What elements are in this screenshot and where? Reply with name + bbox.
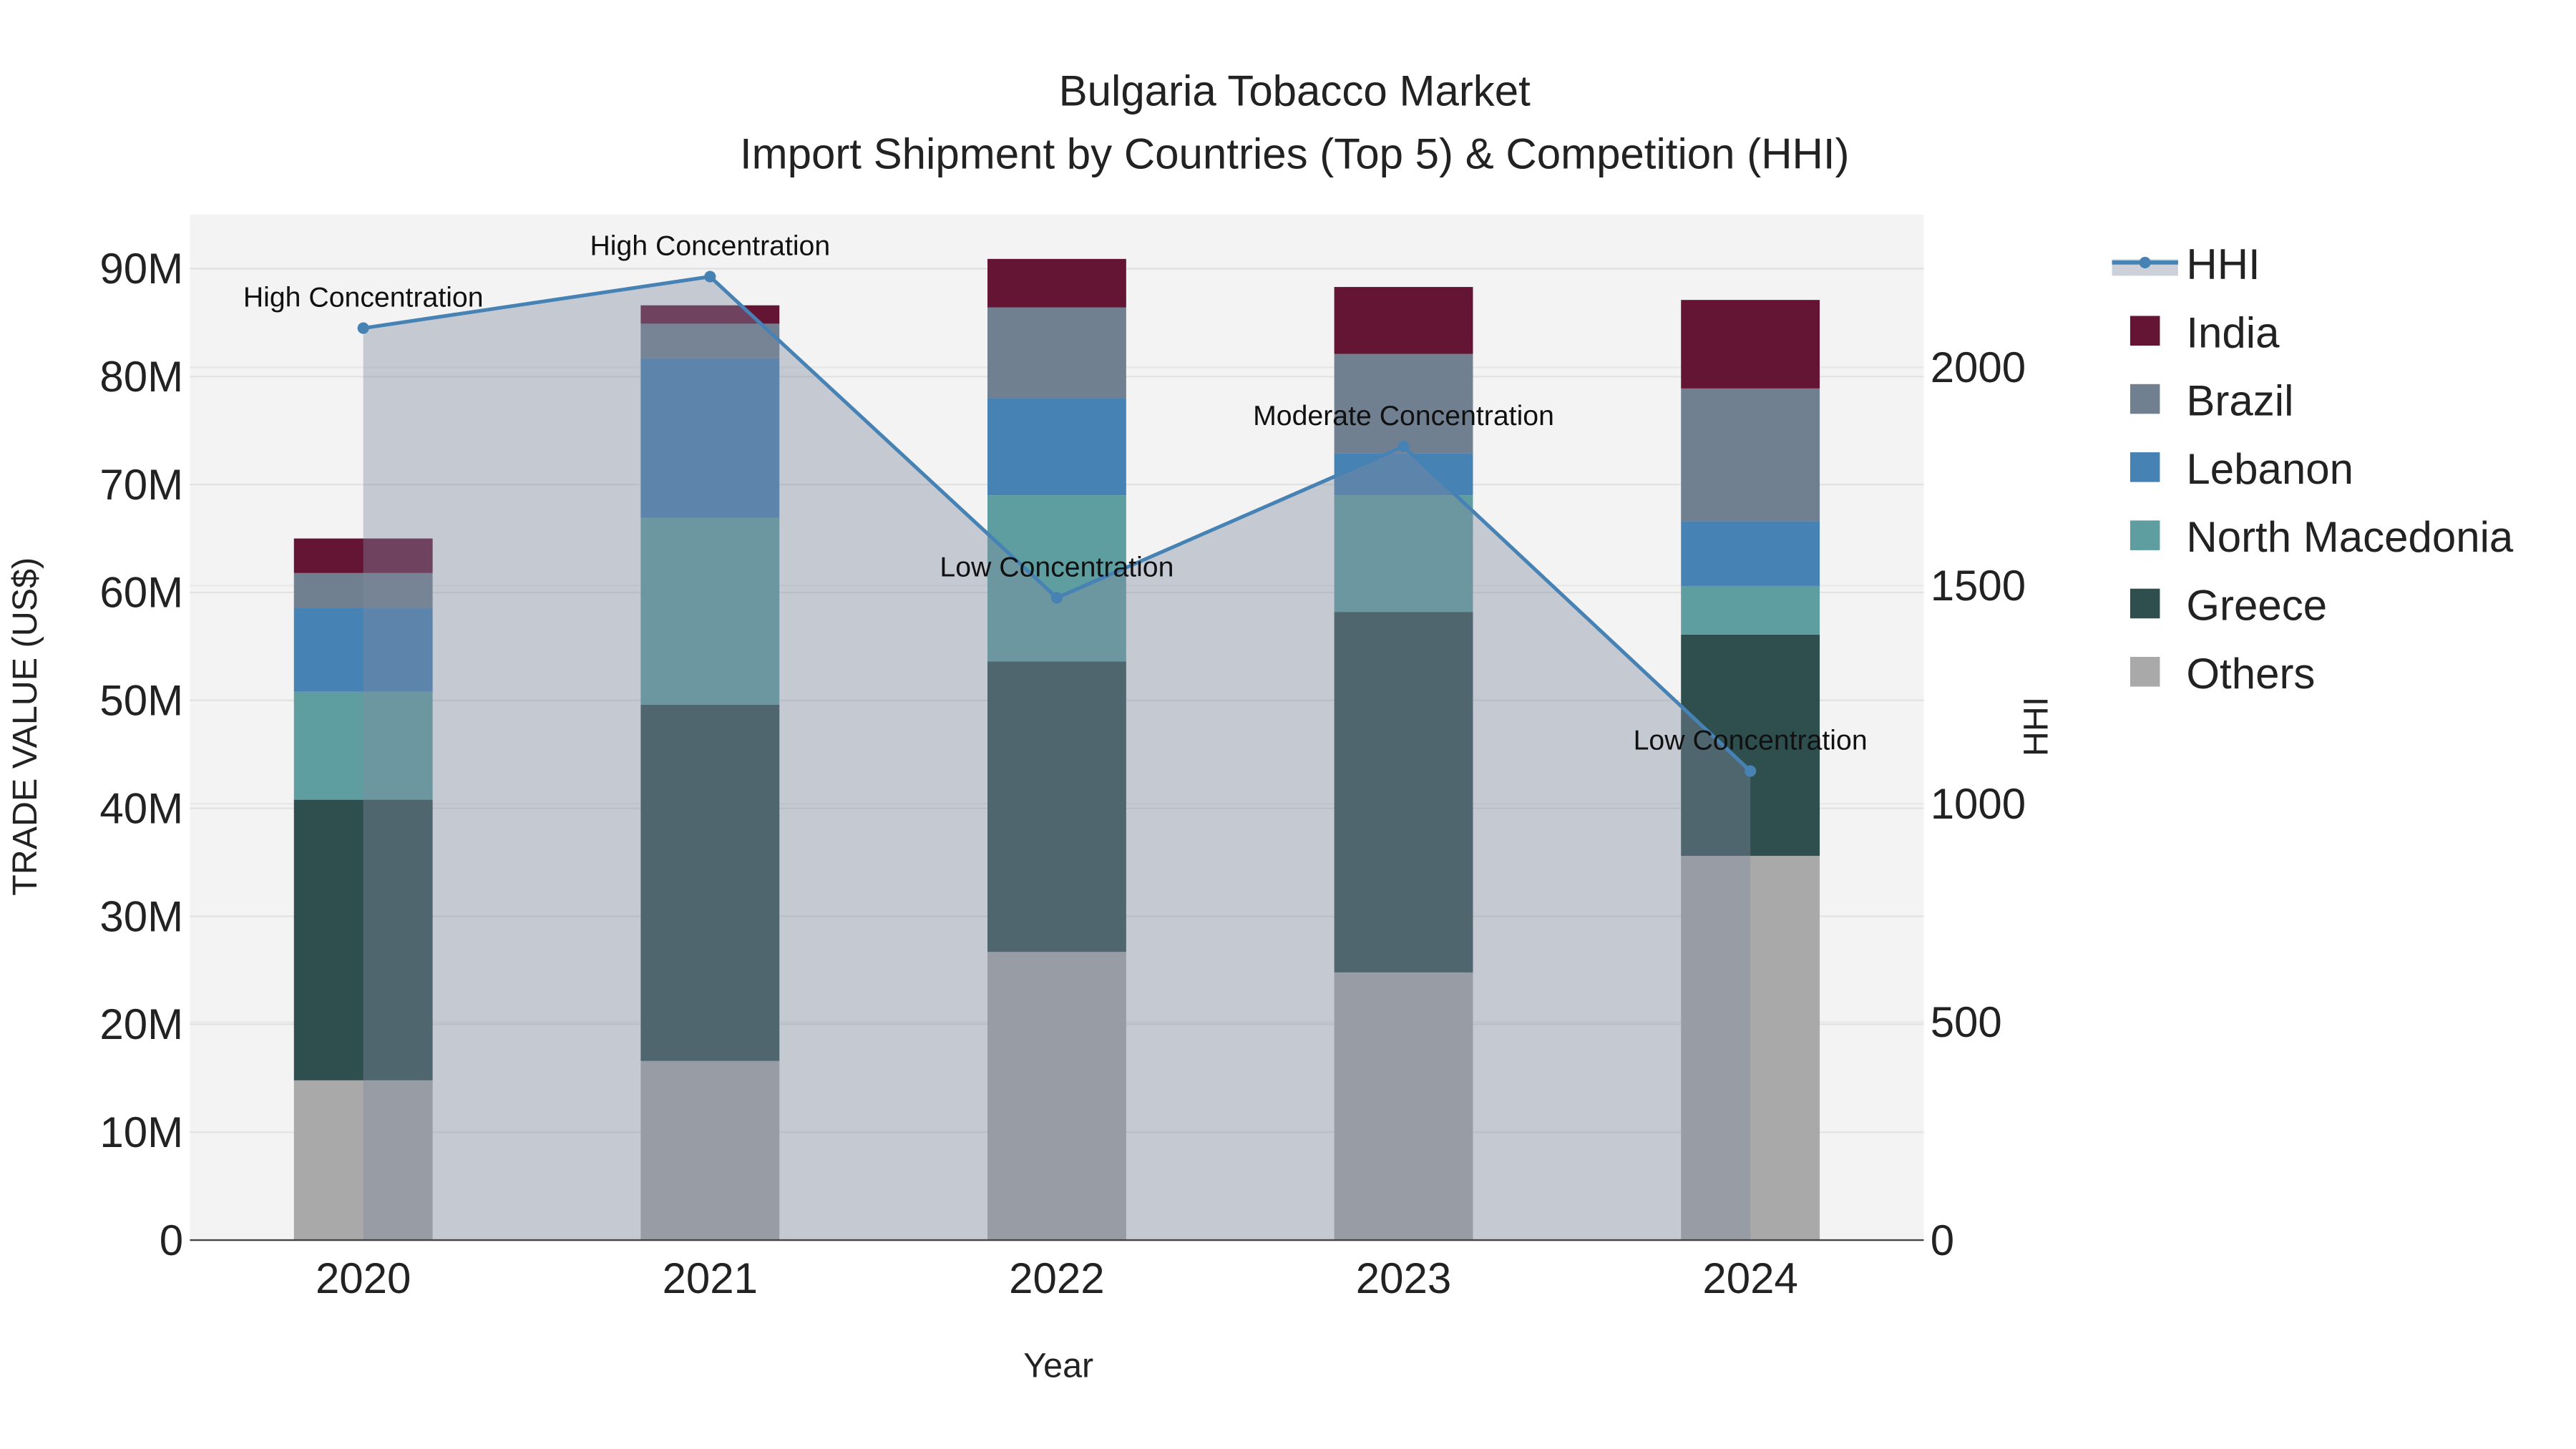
bar-brazil <box>293 572 433 608</box>
y-axis-ticks: 0 10M 20M 30M 40M 50M 60M 70M 80M 90M <box>99 245 183 1264</box>
legend-label: Others <box>2186 650 2315 698</box>
y2-tick-label: 2000 <box>1931 343 2026 391</box>
hhi-annotation: Moderate Concentration <box>1253 400 1554 431</box>
y-axis-title: TRADE VALUE (US$) <box>6 557 44 896</box>
legend-item-greece[interactable]: Greece <box>2129 582 2327 630</box>
hhi-point <box>1050 592 1063 604</box>
y-tick-label: 20M <box>99 1000 183 1048</box>
bar-lebanon <box>987 398 1126 496</box>
y-tick-label: 80M <box>99 353 183 401</box>
legend-label: India <box>2186 308 2280 356</box>
bar-greece <box>1681 634 1820 857</box>
bar-greece <box>293 799 433 1080</box>
y-tick-label: 50M <box>99 677 183 725</box>
bar-india <box>987 258 1126 308</box>
hhi-point <box>1397 440 1410 452</box>
legend-swatch <box>2129 452 2160 482</box>
legend-item-hhi[interactable]: HHI <box>2112 240 2260 288</box>
chart-subtitle: Import Shipment by Countries (Top 5) & C… <box>740 130 1850 177</box>
hhi-annotation: Low Concentration <box>1634 725 1868 756</box>
legend-label: HHI <box>2186 240 2260 288</box>
bar-brazil <box>640 323 780 358</box>
x-axis-title: Year <box>1023 1347 1093 1385</box>
bar-brazil <box>1681 388 1820 522</box>
y2-tick-label: 0 <box>1931 1216 1954 1264</box>
y-tick-label: 0 <box>160 1216 183 1264</box>
bar-north-macedonia <box>640 517 780 705</box>
legend-item-brazil[interactable]: Brazil <box>2129 377 2293 425</box>
bars <box>293 258 1820 1241</box>
legend-item-india[interactable]: India <box>2129 308 2280 356</box>
legend-label: North Macedonia <box>2186 513 2514 561</box>
hhi-series: High Concentration High Concentration Low … <box>243 230 1868 1241</box>
hhi-point <box>704 270 716 283</box>
bar-india <box>1681 300 1820 389</box>
y-tick-label: 70M <box>99 461 183 509</box>
y-tick-label: 90M <box>99 245 183 293</box>
hhi-point <box>1745 765 1757 777</box>
y2-tick-label: 500 <box>1931 998 2002 1046</box>
legend-item-north-macedonia[interactable]: North Macedonia <box>2129 513 2514 561</box>
bar-others <box>987 952 1126 1241</box>
legend-label: Lebanon <box>2186 445 2353 493</box>
bar-others <box>1334 972 1473 1241</box>
bar-lebanon <box>1681 521 1820 586</box>
legend-item-lebanon[interactable]: Lebanon <box>2129 445 2353 493</box>
x-axis-ticks: 2020 2021 2022 2023 2024 <box>316 1254 1798 1302</box>
bar-others <box>1681 856 1820 1241</box>
bar-greece <box>987 661 1126 952</box>
hhi-annotation: High Concentration <box>590 230 830 262</box>
bar-india <box>293 538 433 573</box>
legend: HHI India Brazil Lebanon North Macedonia Gree… <box>2112 240 2514 698</box>
x-tick-label: 2022 <box>1009 1254 1104 1302</box>
x-tick-label: 2021 <box>663 1254 758 1302</box>
legend-swatch <box>2129 384 2160 414</box>
bar-india <box>1334 287 1473 354</box>
bar-north-macedonia <box>1334 495 1473 613</box>
bar-greece <box>640 704 780 1061</box>
x-tick-label: 2020 <box>316 1254 411 1302</box>
y-tick-label: 40M <box>99 784 183 832</box>
y-tick-label: 60M <box>99 569 183 617</box>
legend-label: Brazil <box>2186 377 2293 425</box>
bar-greece <box>1334 612 1473 972</box>
legend-swatch-marker <box>2139 256 2151 268</box>
legend-swatch <box>2129 657 2160 687</box>
legend-item-others[interactable]: Others <box>2129 650 2316 698</box>
bar-others <box>293 1080 433 1241</box>
y-tick-label: 30M <box>99 892 183 940</box>
legend-label: Greece <box>2186 582 2327 630</box>
hhi-annotation: High Concentration <box>243 282 484 313</box>
y2-tick-label: 1000 <box>1931 780 2026 828</box>
hhi-area <box>363 276 1751 1241</box>
legend-swatch <box>2129 520 2160 550</box>
hhi-annotation: Low Concentration <box>940 551 1174 582</box>
y2-axis-title: HHI <box>2017 697 2056 756</box>
x-tick-label: 2024 <box>1702 1254 1797 1302</box>
bar-others <box>640 1060 780 1241</box>
bar-brazil <box>987 307 1126 399</box>
bar-north-macedonia <box>293 691 433 800</box>
chart-title: Bulgaria Tobacco Market <box>1059 67 1531 115</box>
y2-tick-label: 1500 <box>1931 562 2026 610</box>
legend-swatch <box>2129 316 2160 346</box>
legend-swatch <box>2129 588 2160 619</box>
bar-lebanon <box>293 608 433 692</box>
y2-axis-ticks: 0 500 1000 1500 2000 <box>1931 343 2026 1264</box>
x-tick-label: 2023 <box>1356 1254 1451 1302</box>
bar-lebanon <box>640 358 780 518</box>
hhi-point <box>357 322 369 334</box>
bar-brazil <box>1334 353 1473 454</box>
y-tick-label: 10M <box>99 1108 183 1156</box>
bar-north-macedonia <box>1681 585 1820 635</box>
